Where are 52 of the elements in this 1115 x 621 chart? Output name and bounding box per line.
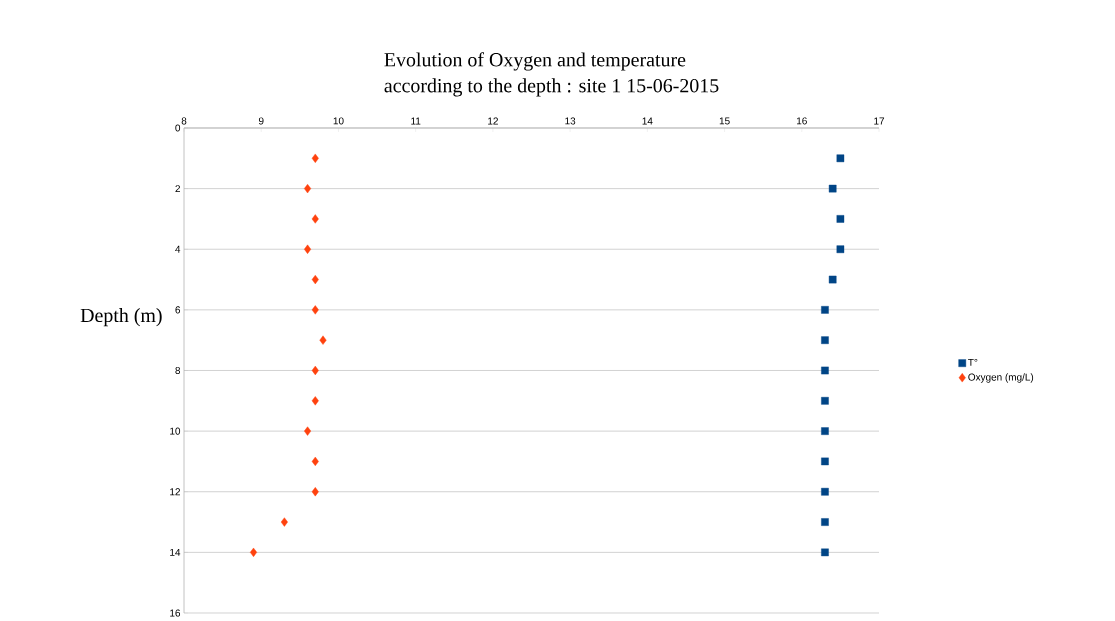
x-tick-label: 14	[642, 117, 653, 125]
point	[821, 518, 829, 526]
point	[828, 275, 837, 284]
point	[828, 184, 837, 193]
point	[836, 215, 845, 223]
point	[311, 487, 319, 497]
y-tick-label: 2	[175, 185, 180, 193]
point	[821, 397, 829, 405]
point	[311, 456, 319, 467]
y-axis-title: Depth (m)	[80, 308, 162, 327]
point	[319, 335, 327, 345]
point	[304, 244, 312, 254]
legend-label: Oxygen (mg/L)	[968, 373, 1034, 383]
y-tick-label: 12	[170, 488, 180, 496]
x-tick-label: 9	[258, 117, 264, 125]
point	[304, 426, 312, 436]
point	[821, 366, 829, 375]
point	[311, 396, 319, 406]
y-tick-label: 16	[170, 609, 181, 617]
point	[311, 365, 319, 376]
point	[821, 427, 829, 435]
x-tick-label: 16	[797, 117, 807, 125]
y-tick-label: 0	[175, 124, 181, 132]
point	[821, 306, 829, 314]
x-tick-label: 13	[565, 117, 576, 125]
x-tick-label: 10	[333, 117, 344, 125]
chart-subtitle: according to the depth : site 1 15-06-2015	[384, 78, 719, 97]
chart-title: Evolution of Oxygen and temperature	[384, 52, 686, 71]
point	[250, 547, 258, 557]
y-tick-label: 10	[170, 427, 181, 435]
y-tick-label: 14	[170, 548, 181, 556]
point	[311, 153, 319, 163]
x-tick-label: 15	[719, 117, 730, 125]
point	[836, 154, 845, 163]
y-tick-label: 6	[175, 306, 181, 314]
y-tick-label: 4	[175, 245, 181, 253]
x-tick-label: 8	[181, 117, 187, 125]
point	[311, 305, 319, 315]
point	[821, 548, 829, 557]
x-tick-label: 12	[488, 117, 498, 125]
point	[304, 184, 312, 194]
x-tick-label: 11	[411, 117, 421, 125]
point	[311, 214, 319, 224]
y-tick-label: 8	[175, 366, 181, 375]
point	[280, 517, 288, 527]
point	[821, 336, 829, 344]
point	[821, 457, 829, 466]
point	[821, 487, 829, 496]
legend-label: T°	[968, 358, 978, 366]
point	[311, 274, 319, 285]
point	[836, 245, 845, 254]
x-tick-label: 17	[874, 117, 885, 125]
